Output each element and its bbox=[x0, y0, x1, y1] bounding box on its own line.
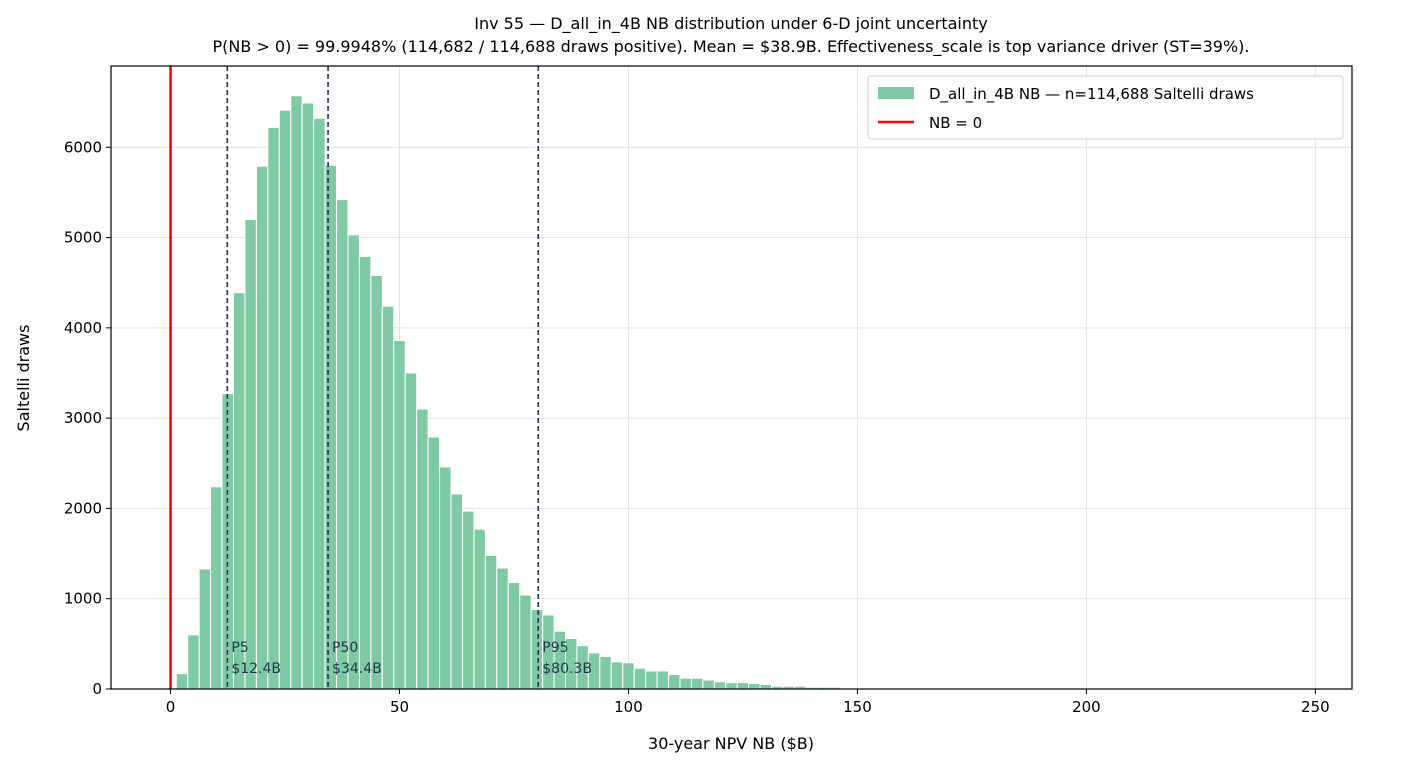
chart-title: Inv 55 — D_all_in_4B NB distribution und… bbox=[474, 14, 987, 34]
histogram-bar bbox=[610, 661, 624, 690]
histogram-bar bbox=[301, 102, 315, 690]
histogram-bar bbox=[633, 667, 647, 690]
y-tick-label: 2000 bbox=[64, 499, 102, 517]
histogram-bar bbox=[519, 594, 532, 690]
histogram-bar bbox=[736, 682, 750, 690]
histogram-bar bbox=[381, 305, 395, 690]
histogram-bar bbox=[713, 681, 727, 690]
histogram-bar bbox=[702, 679, 715, 690]
y-tick-label: 4000 bbox=[64, 319, 102, 337]
histogram-bar bbox=[450, 493, 463, 690]
percentile-value: $34.4B bbox=[332, 661, 382, 677]
histogram-bar bbox=[404, 372, 418, 690]
y-tick-label: 1000 bbox=[64, 590, 102, 608]
x-tick-label: 0 bbox=[166, 698, 176, 716]
histogram-bar bbox=[347, 234, 360, 690]
histogram-bar bbox=[645, 670, 658, 690]
histogram-bar bbox=[290, 95, 303, 690]
percentile-label: P95 bbox=[542, 640, 568, 656]
histogram-bar bbox=[267, 126, 280, 690]
histogram-bar bbox=[599, 655, 612, 690]
histogram-bar bbox=[187, 634, 200, 690]
chart-subtitle: P(NB > 0) = 99.9948% (114,682 / 114,688 … bbox=[213, 37, 1250, 57]
histogram-bar bbox=[668, 674, 681, 690]
histogram-bars bbox=[175, 95, 841, 690]
x-tick-label: 250 bbox=[1301, 698, 1330, 716]
histogram-bar bbox=[484, 554, 498, 690]
plot-frame bbox=[110, 65, 1353, 690]
y-tick-label: 6000 bbox=[64, 138, 102, 156]
histogram-bar bbox=[473, 528, 486, 690]
legend-box bbox=[867, 75, 1344, 140]
histogram-bar bbox=[461, 510, 475, 690]
histogram-bar bbox=[244, 218, 257, 690]
histogram-bar bbox=[175, 673, 189, 690]
histogram-bar bbox=[690, 677, 704, 690]
histogram-bar bbox=[278, 109, 292, 690]
x-tick-label: 100 bbox=[614, 698, 643, 716]
histogram-bar bbox=[198, 568, 212, 690]
x-axis-ticks: 0 50 100 150 200 250 bbox=[166, 689, 1330, 716]
histogram-bar bbox=[507, 581, 521, 690]
histogram-bar bbox=[530, 609, 544, 690]
x-tick-label: 50 bbox=[390, 698, 409, 716]
percentile-label: P5 bbox=[231, 640, 248, 656]
x-tick-label: 200 bbox=[1072, 698, 1101, 716]
percentile-markers: P5 $12.4B P50 $34.4B P95 $80.3B bbox=[226, 66, 592, 689]
histogram-bar bbox=[679, 677, 692, 690]
percentile-value: $80.3B bbox=[542, 661, 592, 677]
histogram-bar bbox=[416, 408, 429, 690]
histogram-bar bbox=[232, 292, 246, 690]
percentile-value: $12.4B bbox=[231, 661, 281, 677]
y-tick-label: 3000 bbox=[64, 409, 102, 427]
legend-label-histogram: D_all_in_4B NB — n=114,688 Saltelli draw… bbox=[929, 85, 1254, 104]
histogram-bar bbox=[427, 436, 441, 690]
histogram-bar bbox=[358, 256, 372, 690]
histogram-bar bbox=[725, 682, 738, 690]
y-axis-label: Saltelli draws bbox=[14, 325, 33, 432]
histogram-bar bbox=[393, 339, 406, 690]
histogram-bar bbox=[255, 165, 269, 690]
histogram-bar bbox=[759, 683, 773, 690]
y-tick-label: 5000 bbox=[64, 229, 102, 247]
histogram-bar bbox=[313, 117, 326, 690]
percentile-label: P50 bbox=[332, 640, 358, 656]
histogram-bar bbox=[622, 662, 635, 690]
histogram-bar bbox=[370, 274, 383, 690]
legend-swatch-histogram bbox=[878, 87, 914, 99]
y-tick-label: 0 bbox=[92, 680, 102, 698]
histogram-bar bbox=[210, 486, 223, 690]
histogram-bar bbox=[656, 670, 670, 690]
y-axis-ticks: 0 1000 2000 3000 4000 5000 6000 bbox=[64, 138, 111, 698]
x-axis-label: 30-year NPV NB ($B) bbox=[648, 734, 814, 753]
histogram-bar bbox=[496, 567, 509, 690]
histogram-bar bbox=[324, 164, 338, 690]
x-tick-label: 150 bbox=[843, 698, 872, 716]
histogram-bar bbox=[439, 466, 452, 690]
legend: D_all_in_4B NB — n=114,688 Saltelli draw… bbox=[867, 75, 1344, 140]
legend-label-zero-line: NB = 0 bbox=[929, 114, 982, 132]
histogram-bar bbox=[336, 199, 349, 690]
histogram-bar bbox=[748, 683, 761, 690]
